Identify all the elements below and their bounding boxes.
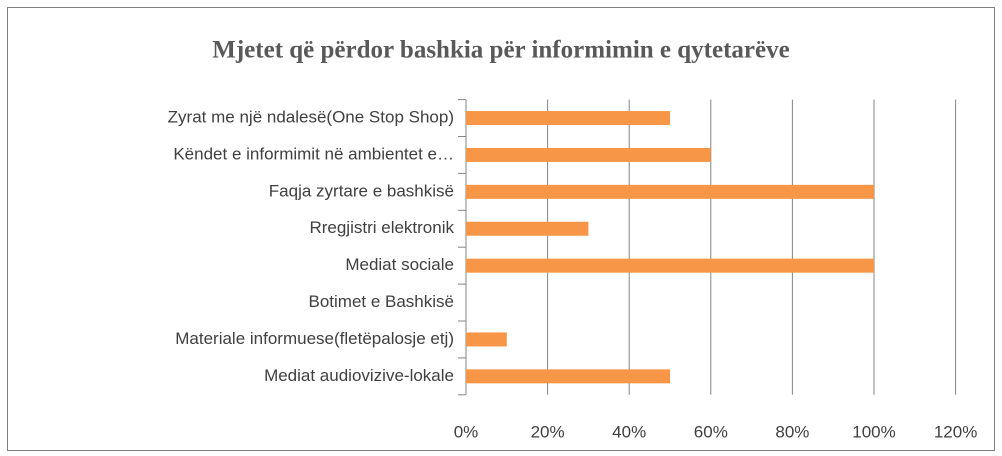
y-tick-label: Këndet e informimit në ambientet e…	[173, 144, 454, 163]
x-tick-label: 20%	[531, 422, 565, 441]
bar	[466, 147, 711, 162]
y-tick-label: Rregjistri elektronik	[309, 218, 454, 237]
x-tick-label: 80%	[775, 422, 809, 441]
y-tick-label: Mediat sociale	[345, 255, 454, 274]
y-tick-label: Zyrat me një ndalesë(One Stop Shop)	[168, 108, 454, 127]
y-tick-label: Faqja zyrtare e bashkisë	[269, 181, 454, 200]
y-tick-label: Botimet e Bashkisë	[308, 292, 454, 311]
bar	[466, 221, 589, 236]
y-tick-label: Materiale informuese(fletëpalosje etj)	[175, 329, 454, 348]
x-tick-label: 0%	[454, 422, 479, 441]
x-tick-label: 100%	[852, 422, 895, 441]
bar	[466, 369, 670, 384]
bar	[466, 332, 507, 347]
x-tick-label: 120%	[934, 422, 977, 441]
x-tick-label: 40%	[612, 422, 646, 441]
y-tick-label: Mediat audiovizive-lokale	[264, 366, 454, 385]
x-tick-label: 60%	[694, 422, 728, 441]
bar	[466, 258, 874, 273]
chart-title: Mjetet që përdor bashkia për informimin …	[212, 37, 789, 64]
bar	[466, 111, 670, 126]
bar	[466, 184, 874, 199]
